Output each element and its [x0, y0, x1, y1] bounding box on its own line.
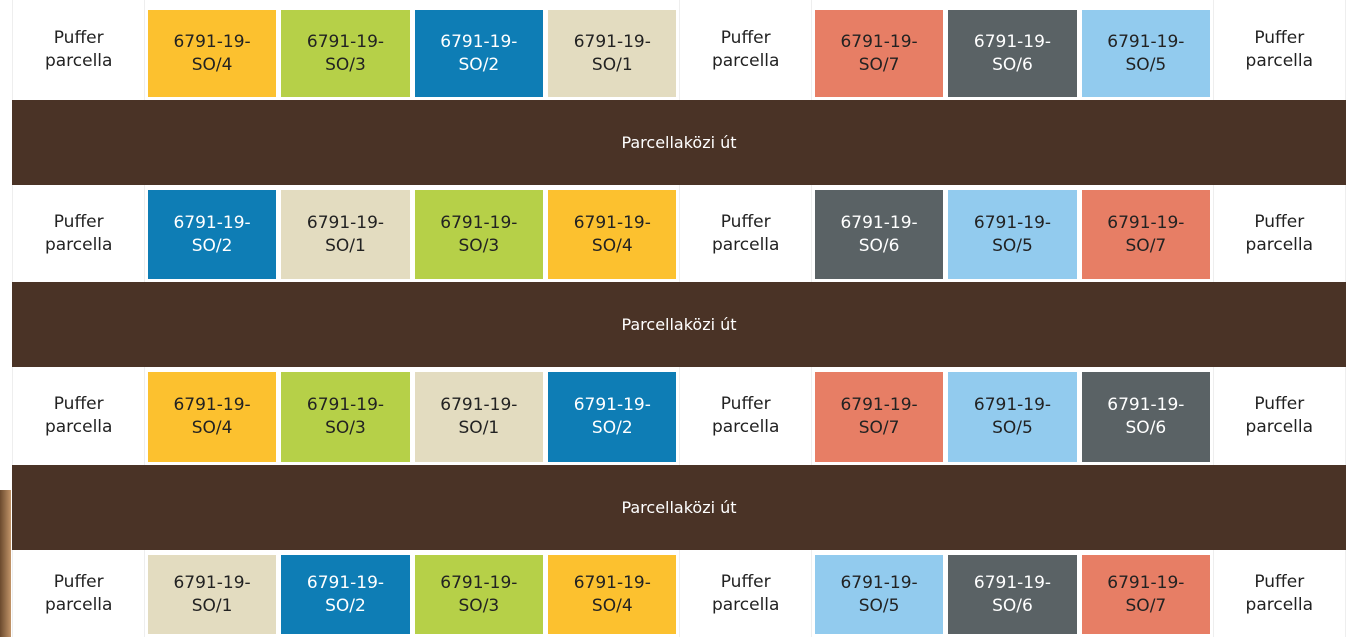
buffer-cell: Puffer parcella: [679, 550, 812, 637]
cell-label: 6791-19-SO/6: [1103, 394, 1189, 440]
road: Parcellaközi út: [12, 282, 1346, 367]
cell-label: 6791-19-SO/4: [569, 212, 655, 258]
cell-label: 6791-19-SO/1: [169, 572, 255, 618]
cell-label: 6791-19-SO/3: [436, 572, 522, 618]
cell-label: 6791-19-SO/7: [836, 31, 922, 77]
road-label: Parcellaközi út: [621, 498, 736, 517]
cell-label: 6791-19-SO/2: [302, 572, 388, 618]
cell-label: 6791-19-SO/4: [169, 394, 255, 440]
buffer-cell: Puffer parcella: [12, 0, 145, 100]
buffer-cell: Puffer parcella: [1213, 0, 1346, 100]
cell-label: 6791-19-SO/2: [569, 394, 655, 440]
plot-cell: 6791-19-SO/6: [948, 555, 1076, 634]
plot-layout: Puffer parcella 6791-19-SO/4 6791-19-SO/3 6…: [0, 0, 1346, 637]
road-label: Parcellaközi út: [621, 133, 736, 152]
plot-cell: 6791-19-SO/1: [281, 190, 409, 279]
cell-label: Puffer parcella: [1236, 27, 1322, 73]
cell-label: 6791-19-SO/7: [836, 394, 922, 440]
buffer-cell: Puffer parcella: [12, 185, 145, 282]
cell-label: 6791-19-SO/4: [569, 572, 655, 618]
buffer-cell: Puffer parcella: [679, 185, 812, 282]
plot-cell: 6791-19-SO/7: [815, 10, 943, 97]
plot-cell: 6791-19-SO/7: [1082, 555, 1210, 634]
plot-cell: 6791-19-SO/3: [281, 10, 409, 97]
plot-cell: 6791-19-SO/2: [148, 190, 276, 279]
cell-label: 6791-19-SO/6: [969, 572, 1055, 618]
cell-label: Puffer parcella: [703, 393, 789, 439]
plot-cell: 6791-19-SO/6: [948, 10, 1076, 97]
plot-cell: 6791-19-SO/5: [1082, 10, 1210, 97]
plot-cell: 6791-19-SO/2: [415, 10, 543, 97]
plot-cell: 6791-19-SO/7: [815, 372, 943, 462]
cell-label: 6791-19-SO/6: [836, 212, 922, 258]
cell-label: Puffer parcella: [36, 393, 122, 439]
cell-label: 6791-19-SO/7: [1103, 212, 1189, 258]
buffer-cell: Puffer parcella: [679, 0, 812, 100]
cell-label: 6791-19-SO/2: [169, 212, 255, 258]
cell-label: 6791-19-SO/5: [969, 394, 1055, 440]
cell-label: 6791-19-SO/3: [302, 31, 388, 77]
plot-cell: 6791-19-SO/7: [1082, 190, 1210, 279]
cell-label: 6791-19-SO/1: [569, 31, 655, 77]
road-label: Parcellaközi út: [621, 315, 736, 334]
buffer-cell: Puffer parcella: [1213, 550, 1346, 637]
edge-image: [0, 490, 11, 637]
cell-label: 6791-19-SO/2: [436, 31, 522, 77]
cell-label: Puffer parcella: [1236, 571, 1322, 617]
plot-cell: 6791-19-SO/3: [415, 190, 543, 279]
plot-cell: 6791-19-SO/6: [815, 190, 943, 279]
buffer-cell: Puffer parcella: [1213, 367, 1346, 465]
road: Parcellaközi út: [12, 465, 1346, 550]
cell-label: Puffer parcella: [703, 571, 789, 617]
cell-label: Puffer parcella: [36, 211, 122, 257]
plot-cell: 6791-19-SO/5: [948, 190, 1076, 279]
road: Parcellaközi út: [12, 100, 1346, 185]
plot-cell: 6791-19-SO/4: [548, 555, 676, 634]
plot-cell: 6791-19-SO/3: [415, 555, 543, 634]
cell-label: 6791-19-SO/1: [436, 394, 522, 440]
cell-label: 6791-19-SO/1: [302, 212, 388, 258]
cell-label: Puffer parcella: [36, 571, 122, 617]
plot-cell: 6791-19-SO/2: [548, 372, 676, 462]
cell-label: 6791-19-SO/6: [969, 31, 1055, 77]
cell-label: 6791-19-SO/3: [302, 394, 388, 440]
buffer-cell: Puffer parcella: [12, 367, 145, 465]
plot-cell: 6791-19-SO/5: [815, 555, 943, 634]
cell-label: Puffer parcella: [703, 27, 789, 73]
plot-cell: 6791-19-SO/4: [548, 190, 676, 279]
cell-label: 6791-19-SO/5: [1103, 31, 1189, 77]
cell-label: 6791-19-SO/3: [436, 212, 522, 258]
plot-cell: 6791-19-SO/3: [281, 372, 409, 462]
plot-cell: 6791-19-SO/6: [1082, 372, 1210, 462]
plot-cell: 6791-19-SO/5: [948, 372, 1076, 462]
buffer-cell: Puffer parcella: [1213, 185, 1346, 282]
plot-cell: 6791-19-SO/1: [548, 10, 676, 97]
cell-label: 6791-19-SO/5: [836, 572, 922, 618]
cell-label: Puffer parcella: [1236, 393, 1322, 439]
plot-cell: 6791-19-SO/1: [415, 372, 543, 462]
plot-cell: 6791-19-SO/1: [148, 555, 276, 634]
cell-label: Puffer parcella: [1236, 211, 1322, 257]
plot-cell: 6791-19-SO/4: [148, 10, 276, 97]
cell-label: Puffer parcella: [703, 211, 789, 257]
buffer-cell: Puffer parcella: [12, 550, 145, 637]
buffer-cell: Puffer parcella: [679, 367, 812, 465]
cell-label: 6791-19-SO/4: [169, 31, 255, 77]
cell-label: 6791-19-SO/5: [969, 212, 1055, 258]
cell-label: 6791-19-SO/7: [1103, 572, 1189, 618]
cell-label: Puffer parcella: [36, 27, 122, 73]
plot-cell: 6791-19-SO/2: [281, 555, 409, 634]
plot-cell: 6791-19-SO/4: [148, 372, 276, 462]
